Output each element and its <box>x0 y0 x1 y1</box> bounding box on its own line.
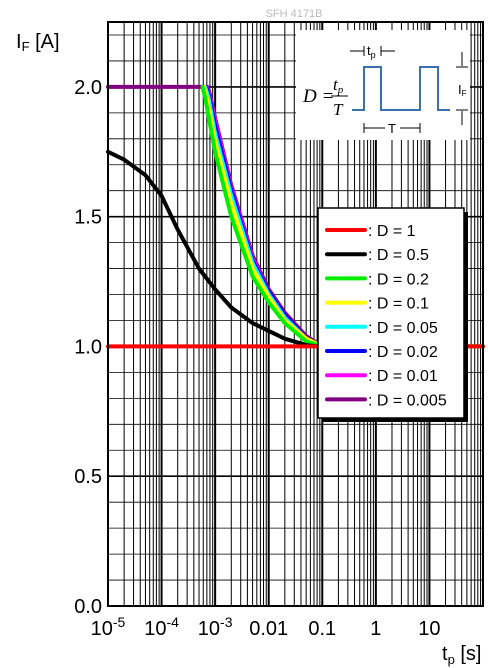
inset-d-label: D = <box>302 86 334 107</box>
x-tick-label: 1 <box>370 618 381 640</box>
x-axis-subscript: p <box>448 652 455 667</box>
legend-box <box>317 207 465 419</box>
y-axis-unit: [A] <box>30 31 60 53</box>
inset-tp-symbol: t <box>367 43 371 58</box>
inset-if-symbol: I <box>458 82 462 97</box>
y-tick-label: 1.5 <box>74 207 102 229</box>
inset-numerator-symbol: t <box>333 75 339 94</box>
inset-pulse-waveform <box>352 66 450 111</box>
x-tick-label: 10 <box>418 618 440 640</box>
x-tick-label: 10-5 <box>91 614 126 640</box>
inset-numerator-subscript: p <box>337 84 344 96</box>
x-tick-exponent: -3 <box>220 614 233 630</box>
x-tick-exponent: -5 <box>113 614 126 630</box>
y-tick-label: 1.0 <box>74 336 102 358</box>
legend-label: : D = 0.5 <box>368 247 429 264</box>
x-axis-ticks: 10-5 10-4 10-3 0.01 0.1 1 10 <box>91 614 441 640</box>
watermark: SFH 4171B <box>266 8 323 20</box>
x-tick-base: 10 <box>198 618 220 640</box>
duty-cycle-inset: D = tp T tp T IF <box>296 30 470 140</box>
legend: : D = 1 : D = 0.5 : D = 0.2 : D = 0.1 : D = … <box>317 207 468 422</box>
legend-label: : D = 0.02 <box>368 344 438 361</box>
legend-label: : D = 0.1 <box>368 296 429 313</box>
x-tick-base: 10 <box>91 618 113 640</box>
inset-denominator: T <box>333 100 344 119</box>
y-axis-ticks: 0.0 0.5 1.0 1.5 2.0 <box>74 77 102 618</box>
y-tick-label: 0.0 <box>74 596 102 618</box>
x-axis-title: tp [s] <box>442 643 481 667</box>
legend-label: : D = 1 <box>368 223 416 240</box>
plot-frame <box>107 21 484 607</box>
inset-period-label: T <box>388 121 396 136</box>
inset-tp-label: tp <box>367 43 376 60</box>
y-axis-title: IF [A] <box>16 31 60 54</box>
y-tick-label: 0.5 <box>74 466 102 488</box>
grid-minor <box>108 22 483 606</box>
inset-numerator: tp <box>333 75 344 96</box>
x-tick-label: 0.1 <box>308 618 336 640</box>
legend-label: : D = 0.01 <box>368 368 438 385</box>
inset-tp-subscript: p <box>371 50 376 60</box>
x-tick-exponent: -4 <box>166 614 179 630</box>
y-axis-subscript: F <box>22 39 30 54</box>
x-axis-symbol: t <box>442 643 448 665</box>
series-line <box>200 84 485 349</box>
series-line <box>106 149 320 349</box>
inset-if-label: IF <box>458 82 467 98</box>
y-tick-label: 2.0 <box>74 77 102 99</box>
x-tick-base: 10 <box>144 618 166 640</box>
inset-background <box>296 30 470 140</box>
legend-label: : D = 0.2 <box>368 271 429 288</box>
inset-if-subscript: F <box>462 89 467 98</box>
legend-label: : D = 0.05 <box>368 320 438 337</box>
y-axis-symbol: I <box>16 31 22 53</box>
x-tick-label: 0.01 <box>249 618 288 640</box>
x-tick-label: 10-3 <box>198 614 233 640</box>
legend-label: : D = 0.005 <box>368 392 447 409</box>
series-layer <box>106 84 485 349</box>
x-tick-label: 10-4 <box>144 614 179 640</box>
x-axis-unit: [s] <box>455 643 482 665</box>
